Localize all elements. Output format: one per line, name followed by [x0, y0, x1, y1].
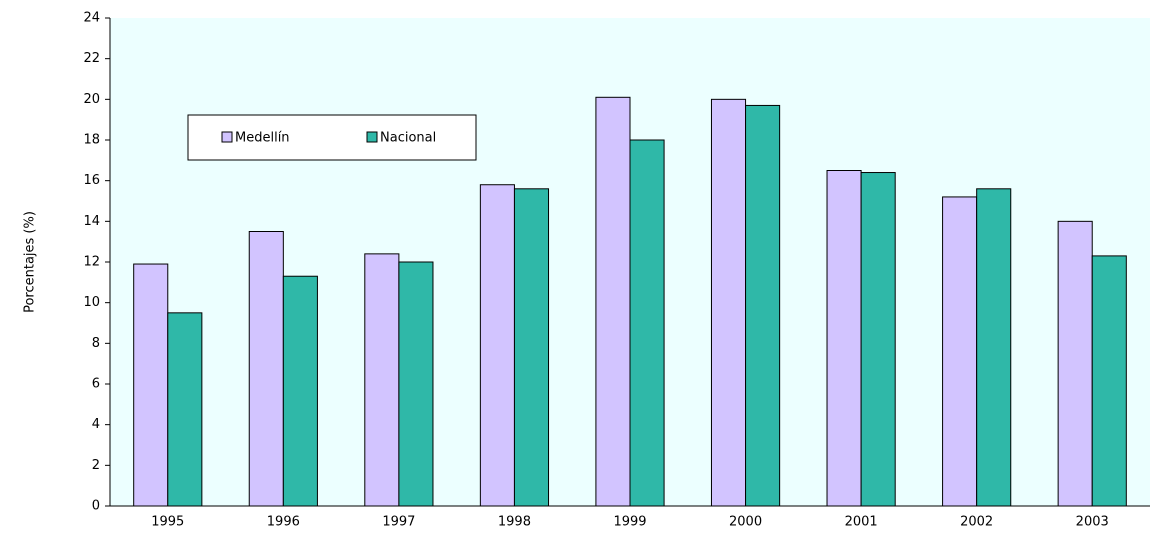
- legend-box: [187, 114, 477, 161]
- y-tick-label: 0: [92, 499, 100, 514]
- y-tick-label: 12: [83, 255, 100, 270]
- legend-swatch: [366, 131, 378, 143]
- y-axis-label: Porcentajes (%): [23, 211, 38, 313]
- bar: [629, 139, 665, 507]
- x-tick-label: 1999: [613, 515, 646, 530]
- y-tick-label: 24: [83, 11, 100, 26]
- bar: [513, 188, 550, 507]
- x-tick-label: 2003: [1076, 515, 1109, 530]
- bar: [364, 253, 400, 507]
- x-tick-label: 2002: [960, 515, 993, 530]
- bar: [860, 172, 896, 507]
- y-tick-label: 6: [92, 377, 100, 392]
- x-tick-label: 2000: [729, 515, 762, 530]
- y-tick-label: 10: [83, 295, 100, 310]
- y-tick-label: 8: [92, 336, 100, 351]
- x-tick-label: 1996: [267, 515, 300, 530]
- bar: [942, 196, 978, 507]
- bar: [167, 312, 203, 507]
- bar: [1091, 255, 1127, 507]
- legend-swatch: [221, 131, 233, 143]
- legend-label: Medellín: [235, 131, 290, 146]
- bar: [976, 188, 1012, 507]
- y-tick-label: 2: [92, 458, 100, 473]
- bar: [398, 261, 434, 507]
- y-tick-label: 18: [83, 133, 100, 148]
- y-tick-label: 14: [83, 214, 100, 229]
- x-tick-label: 1997: [382, 515, 415, 530]
- bar: [282, 275, 318, 507]
- x-tick-label: 2001: [845, 515, 878, 530]
- y-tick-label: 22: [83, 51, 100, 66]
- bar: [826, 170, 862, 507]
- bar: [745, 104, 781, 507]
- bar: [1057, 220, 1093, 507]
- bar: [479, 184, 515, 507]
- bar: [595, 96, 631, 507]
- legend-label: Nacional: [380, 131, 436, 146]
- y-tick-label: 20: [83, 92, 100, 107]
- bar: [710, 98, 747, 507]
- y-tick-label: 16: [83, 173, 100, 188]
- x-tick-label: 1998: [498, 515, 531, 530]
- bar: [133, 263, 169, 507]
- y-tick-label: 4: [92, 417, 100, 432]
- bar: [248, 231, 284, 507]
- x-tick-label: 1995: [151, 515, 184, 530]
